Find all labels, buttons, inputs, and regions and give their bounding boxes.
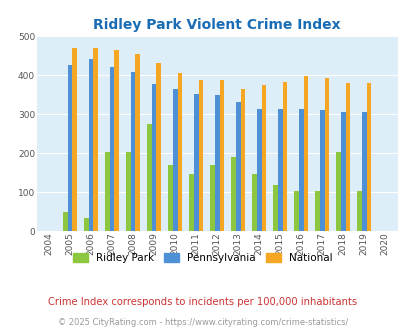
Bar (303, 77, 307, 231)
Bar (105, 152, 110, 231)
Bar (68, 65, 72, 231)
Title: Ridley Park Violent Crime Index: Ridley Park Violent Crime Index (93, 18, 340, 32)
Bar (151, 84, 156, 231)
Bar (315, 191, 319, 231)
Bar (256, 109, 261, 231)
Bar (366, 83, 370, 231)
Bar (345, 83, 350, 231)
Bar (84, 218, 89, 231)
Bar (324, 78, 328, 231)
Bar (189, 174, 194, 231)
Bar (319, 110, 324, 231)
Bar (282, 82, 286, 231)
Bar (198, 80, 202, 231)
Bar (277, 109, 282, 231)
Bar (356, 191, 361, 231)
Bar (147, 124, 151, 231)
Bar (194, 94, 198, 231)
Bar (168, 165, 173, 231)
Bar (110, 67, 114, 231)
Bar (240, 89, 245, 231)
Text: Crime Index corresponds to incidents per 100,000 inhabitants: Crime Index corresponds to incidents per… (48, 297, 357, 307)
Bar (294, 191, 298, 231)
Bar (219, 80, 224, 231)
Bar (130, 72, 135, 231)
Bar (89, 59, 93, 231)
Bar (72, 49, 77, 231)
Bar (210, 165, 214, 231)
Bar (173, 89, 177, 231)
Bar (63, 212, 68, 231)
Bar (156, 63, 161, 231)
Bar (126, 152, 130, 231)
Bar (114, 50, 119, 231)
Bar (335, 152, 340, 231)
Bar (298, 109, 303, 231)
Bar (340, 112, 345, 231)
Text: © 2025 CityRating.com - https://www.cityrating.com/crime-statistics/: © 2025 CityRating.com - https://www.city… (58, 318, 347, 327)
Bar (214, 95, 219, 231)
Bar (361, 112, 366, 231)
Bar (93, 48, 98, 231)
Legend: Ridley Park, Pennsylvania, National: Ridley Park, Pennsylvania, National (69, 249, 336, 267)
Bar (177, 73, 182, 231)
Bar (273, 185, 277, 231)
Bar (235, 103, 240, 231)
Bar (135, 54, 140, 231)
Bar (261, 84, 266, 231)
Bar (252, 174, 256, 231)
Bar (231, 157, 235, 231)
